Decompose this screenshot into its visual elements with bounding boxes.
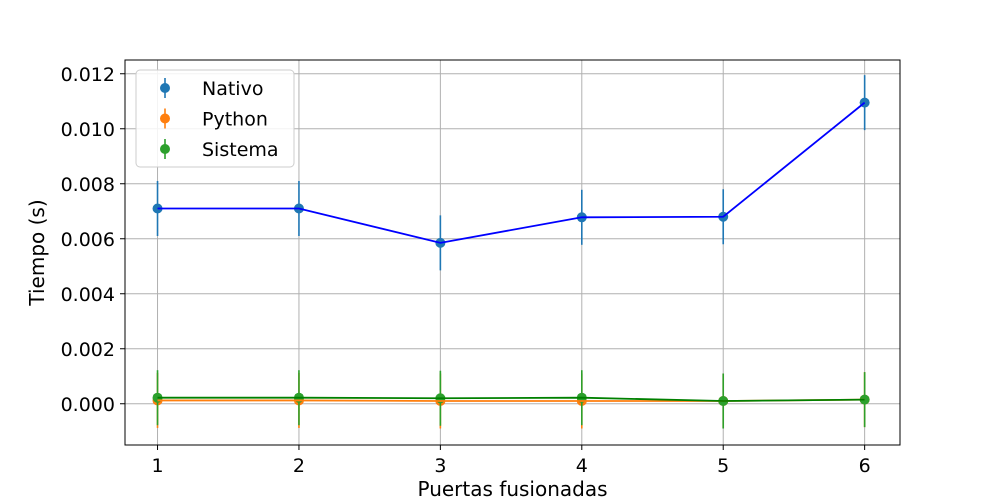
- y-tick-label-1: 0.002: [61, 339, 115, 361]
- y-tick-label-4: 0.008: [61, 174, 115, 196]
- y-tick-label-0: 0.000: [61, 394, 115, 416]
- x-tick-label-0: 1: [151, 455, 163, 477]
- x-tick-label-1: 2: [293, 455, 305, 477]
- x-tick-label-4: 5: [717, 455, 729, 477]
- series-layer: [152, 75, 870, 429]
- legend: Nativo Python Sistema: [135, 69, 295, 168]
- legend-marker-sistema: [160, 144, 170, 154]
- legend-marker-nativo: [160, 83, 170, 93]
- series-line-nativo: [157, 101, 866, 244]
- legend-box: [135, 69, 295, 168]
- y-tick-label-2: 0.004: [61, 284, 115, 306]
- x-tick-label-5: 6: [859, 455, 871, 477]
- x-axis-label: Puertas fusionadas: [417, 477, 607, 500]
- y-tick-label-5: 0.010: [61, 119, 115, 141]
- x-tick-label-3: 4: [576, 455, 588, 477]
- legend-label-sistema: Sistema: [202, 139, 279, 161]
- y-axis-label: Tiempo (s): [25, 199, 49, 306]
- y-tick-label-3: 0.006: [61, 229, 115, 251]
- plot-frame: [124, 59, 901, 446]
- x-tick-label-2: 3: [434, 455, 446, 477]
- y-tick-label-6: 0.012: [61, 64, 115, 86]
- axis-ticks: 1 2 3 4 5 6 0.000 0.002 0.004 0.006 0.008 0.010 0.01…: [61, 64, 871, 477]
- legend-marker-python: [160, 113, 170, 124]
- legend-label-python: Python: [202, 109, 268, 131]
- legend-label-nativo: Nativo: [202, 78, 263, 100]
- series-line-sistema: [157, 396, 865, 402]
